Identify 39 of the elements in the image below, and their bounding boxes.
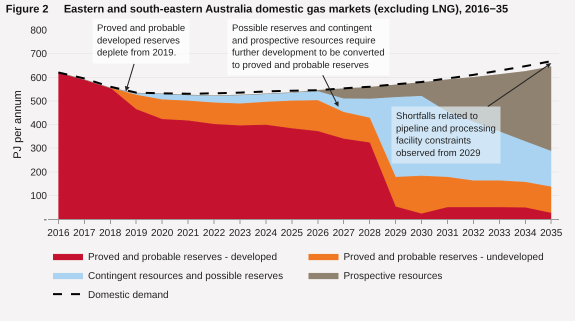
annotation: Possible reserves and contingent and prospective resources require further development to be converted to proved and probable reserves [232, 23, 385, 72]
x-tick-label: 2024 [254, 228, 278, 239]
annotation: Shortfalls related to pipeline and processing facility constraints observed from 2029 [396, 111, 496, 160]
x-tick-label: 2032 [462, 228, 485, 239]
x-tick-label: 2029 [384, 228, 408, 239]
y-tick-label: 800 [30, 26, 48, 36]
x-tick-label: 2030 [410, 228, 434, 239]
y-tick-label: 700 [30, 49, 48, 60]
y-tick-label: 100 [30, 190, 48, 202]
x-tick-label: 2025 [280, 228, 304, 239]
x-tick-label: 2023 [228, 228, 252, 239]
legend-label: Prospective resources [344, 271, 442, 282]
x-tick-label: 2026 [306, 228, 330, 239]
y-tick-label: 400 [30, 120, 48, 131]
x-tick-label: 2028 [358, 228, 382, 239]
chart-title: Figure 2 Eastern and south-eastern Australia domestic gas markets (excluding LNG), 2016−35 [6, 4, 508, 16]
x-tick-label: 2018 [99, 228, 122, 239]
annotation: Proved and probable developed reserves deplete from 2019. [97, 23, 186, 59]
y-tick-label: 500 [30, 96, 48, 108]
x-tick-label: 2021 [176, 228, 200, 239]
y-axis-title: PJ per annum [12, 90, 24, 159]
x-tick-label: 2035 [540, 228, 563, 239]
x-tick-label: 2020 [151, 228, 174, 239]
x-tick-label: 2019 [125, 228, 148, 239]
x-tick-label: 2016 [47, 228, 70, 239]
x-tick-label: 2017 [73, 228, 96, 239]
legend-label: Proved and probable reserves - undeveloped [344, 252, 544, 264]
legend-label: Proved and probable reserves - developed [88, 252, 278, 264]
legend-label: Contingent resources and possible reserves [88, 271, 284, 282]
y-tick-label: - [44, 214, 47, 226]
x-tick-label: 2034 [514, 228, 537, 239]
x-tick-label: 2027 [332, 228, 356, 239]
y-tick-label: 200 [30, 167, 48, 178]
legend-label: Domestic demand [88, 290, 169, 302]
y-tick-label: 300 [30, 144, 48, 155]
x-tick-label: 2033 [488, 228, 511, 239]
x-tick-label: 2022 [202, 228, 226, 239]
x-tick-label: 2031 [436, 228, 460, 239]
y-tick-label: 600 [30, 72, 48, 84]
